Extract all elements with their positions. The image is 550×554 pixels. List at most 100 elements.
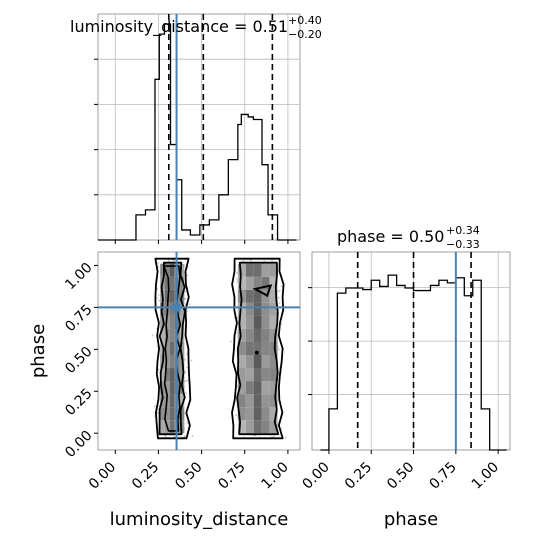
density-cell <box>169 302 175 316</box>
density-cell <box>169 263 175 277</box>
sample-point <box>236 278 239 281</box>
density-cell <box>245 328 254 342</box>
sample-point <box>178 435 180 437</box>
density-cell <box>245 276 254 290</box>
y-tick-label: 0.00 <box>62 428 95 461</box>
sample-point <box>273 435 275 438</box>
density-cell <box>269 420 278 434</box>
phase-title-lower: −0.33 <box>446 238 480 251</box>
sample-point <box>186 309 188 312</box>
sample-point <box>249 259 252 262</box>
x-tick-label: 0.75 <box>426 459 459 492</box>
density-cell <box>261 289 270 303</box>
sample-point <box>184 290 187 293</box>
density-cell <box>160 263 165 277</box>
density-cell <box>261 302 270 316</box>
lum-dist-histogram <box>98 14 297 241</box>
sample-point <box>236 331 239 334</box>
density-cell <box>269 328 278 342</box>
sample-point <box>235 414 238 417</box>
density-cell <box>261 420 270 434</box>
sample-point <box>284 436 287 439</box>
sample-point <box>236 280 239 283</box>
density-cell <box>253 276 262 290</box>
density-cell <box>169 368 175 382</box>
density-cell <box>179 394 185 408</box>
density-cell <box>237 315 246 329</box>
density-cell <box>179 263 185 277</box>
lum-dist-title-upper: +0.40 <box>288 14 322 27</box>
density-cell <box>245 263 254 277</box>
x-tick-label: 0.25 <box>342 459 375 492</box>
contour-core <box>252 284 273 298</box>
y-axis-label-phase: phase <box>28 324 49 378</box>
sample-point <box>186 366 189 369</box>
density-cell <box>269 276 278 290</box>
density-cell <box>261 315 270 329</box>
density-cell <box>164 355 170 369</box>
sample-point <box>185 392 188 395</box>
x-tick-label: 0.50 <box>172 459 205 492</box>
density-cell <box>169 407 175 421</box>
density-cell <box>245 289 254 303</box>
density-cell <box>261 341 270 356</box>
phase-title-main: phase = 0.50 <box>337 227 444 246</box>
density-cell <box>269 407 278 421</box>
density-cell <box>245 355 254 369</box>
density-cell <box>253 315 262 329</box>
density-cell <box>261 368 270 382</box>
density-cell <box>164 263 170 277</box>
contours <box>154 257 285 440</box>
density-cell <box>169 341 175 356</box>
density-cell <box>237 263 246 277</box>
truth-marker <box>172 303 181 312</box>
density-cell <box>245 394 254 408</box>
sample-point <box>173 436 176 438</box>
joint-density-frame <box>97 251 301 451</box>
x-axis-label-lum-dist: luminosity_distance <box>110 509 289 530</box>
density-cell <box>253 368 262 382</box>
density-cell <box>179 368 185 382</box>
density-cell <box>261 328 270 342</box>
lum-dist-title-main: luminosity_distance = 0.51 <box>70 17 288 37</box>
sample-point <box>183 371 186 374</box>
joint-density-border <box>97 251 301 451</box>
density-cell <box>237 276 246 290</box>
density-cell <box>164 368 170 382</box>
lum-dist-title-lower: −0.20 <box>288 28 322 41</box>
sample-point <box>186 422 189 424</box>
phase-histogram <box>320 252 507 451</box>
sample-point <box>184 380 187 383</box>
sample-point <box>277 290 279 293</box>
x-tick-label: 0.00 <box>86 459 119 492</box>
x-tick-label: 0.25 <box>129 459 162 492</box>
sample-point <box>153 405 156 408</box>
density-cell <box>253 263 262 277</box>
density-cell <box>164 407 170 421</box>
contour-core-dot <box>254 350 259 355</box>
hist-step-line <box>98 23 297 241</box>
density-cell <box>237 368 246 382</box>
sample-point <box>185 353 188 356</box>
density-cell <box>164 276 170 290</box>
density-cell <box>169 381 175 395</box>
density-cell <box>237 394 246 408</box>
sample-point <box>158 299 161 302</box>
density-cell <box>237 341 246 356</box>
density-cell <box>237 355 246 369</box>
density-cell <box>164 289 170 303</box>
density-cell <box>169 328 175 342</box>
density-cell <box>253 394 262 408</box>
density-cell <box>164 341 170 356</box>
phase-hist-grid <box>308 252 510 454</box>
density-cell <box>169 355 175 369</box>
y-ticks-phase: 0.00 0.25 0.50 0.75 1.00 <box>62 260 95 461</box>
lum-dist-hist-grid <box>94 14 300 244</box>
density-cell <box>269 263 278 277</box>
joint-density <box>94 252 300 454</box>
density-cell <box>269 315 278 329</box>
contour-line <box>231 257 285 440</box>
density-cell <box>160 381 165 395</box>
